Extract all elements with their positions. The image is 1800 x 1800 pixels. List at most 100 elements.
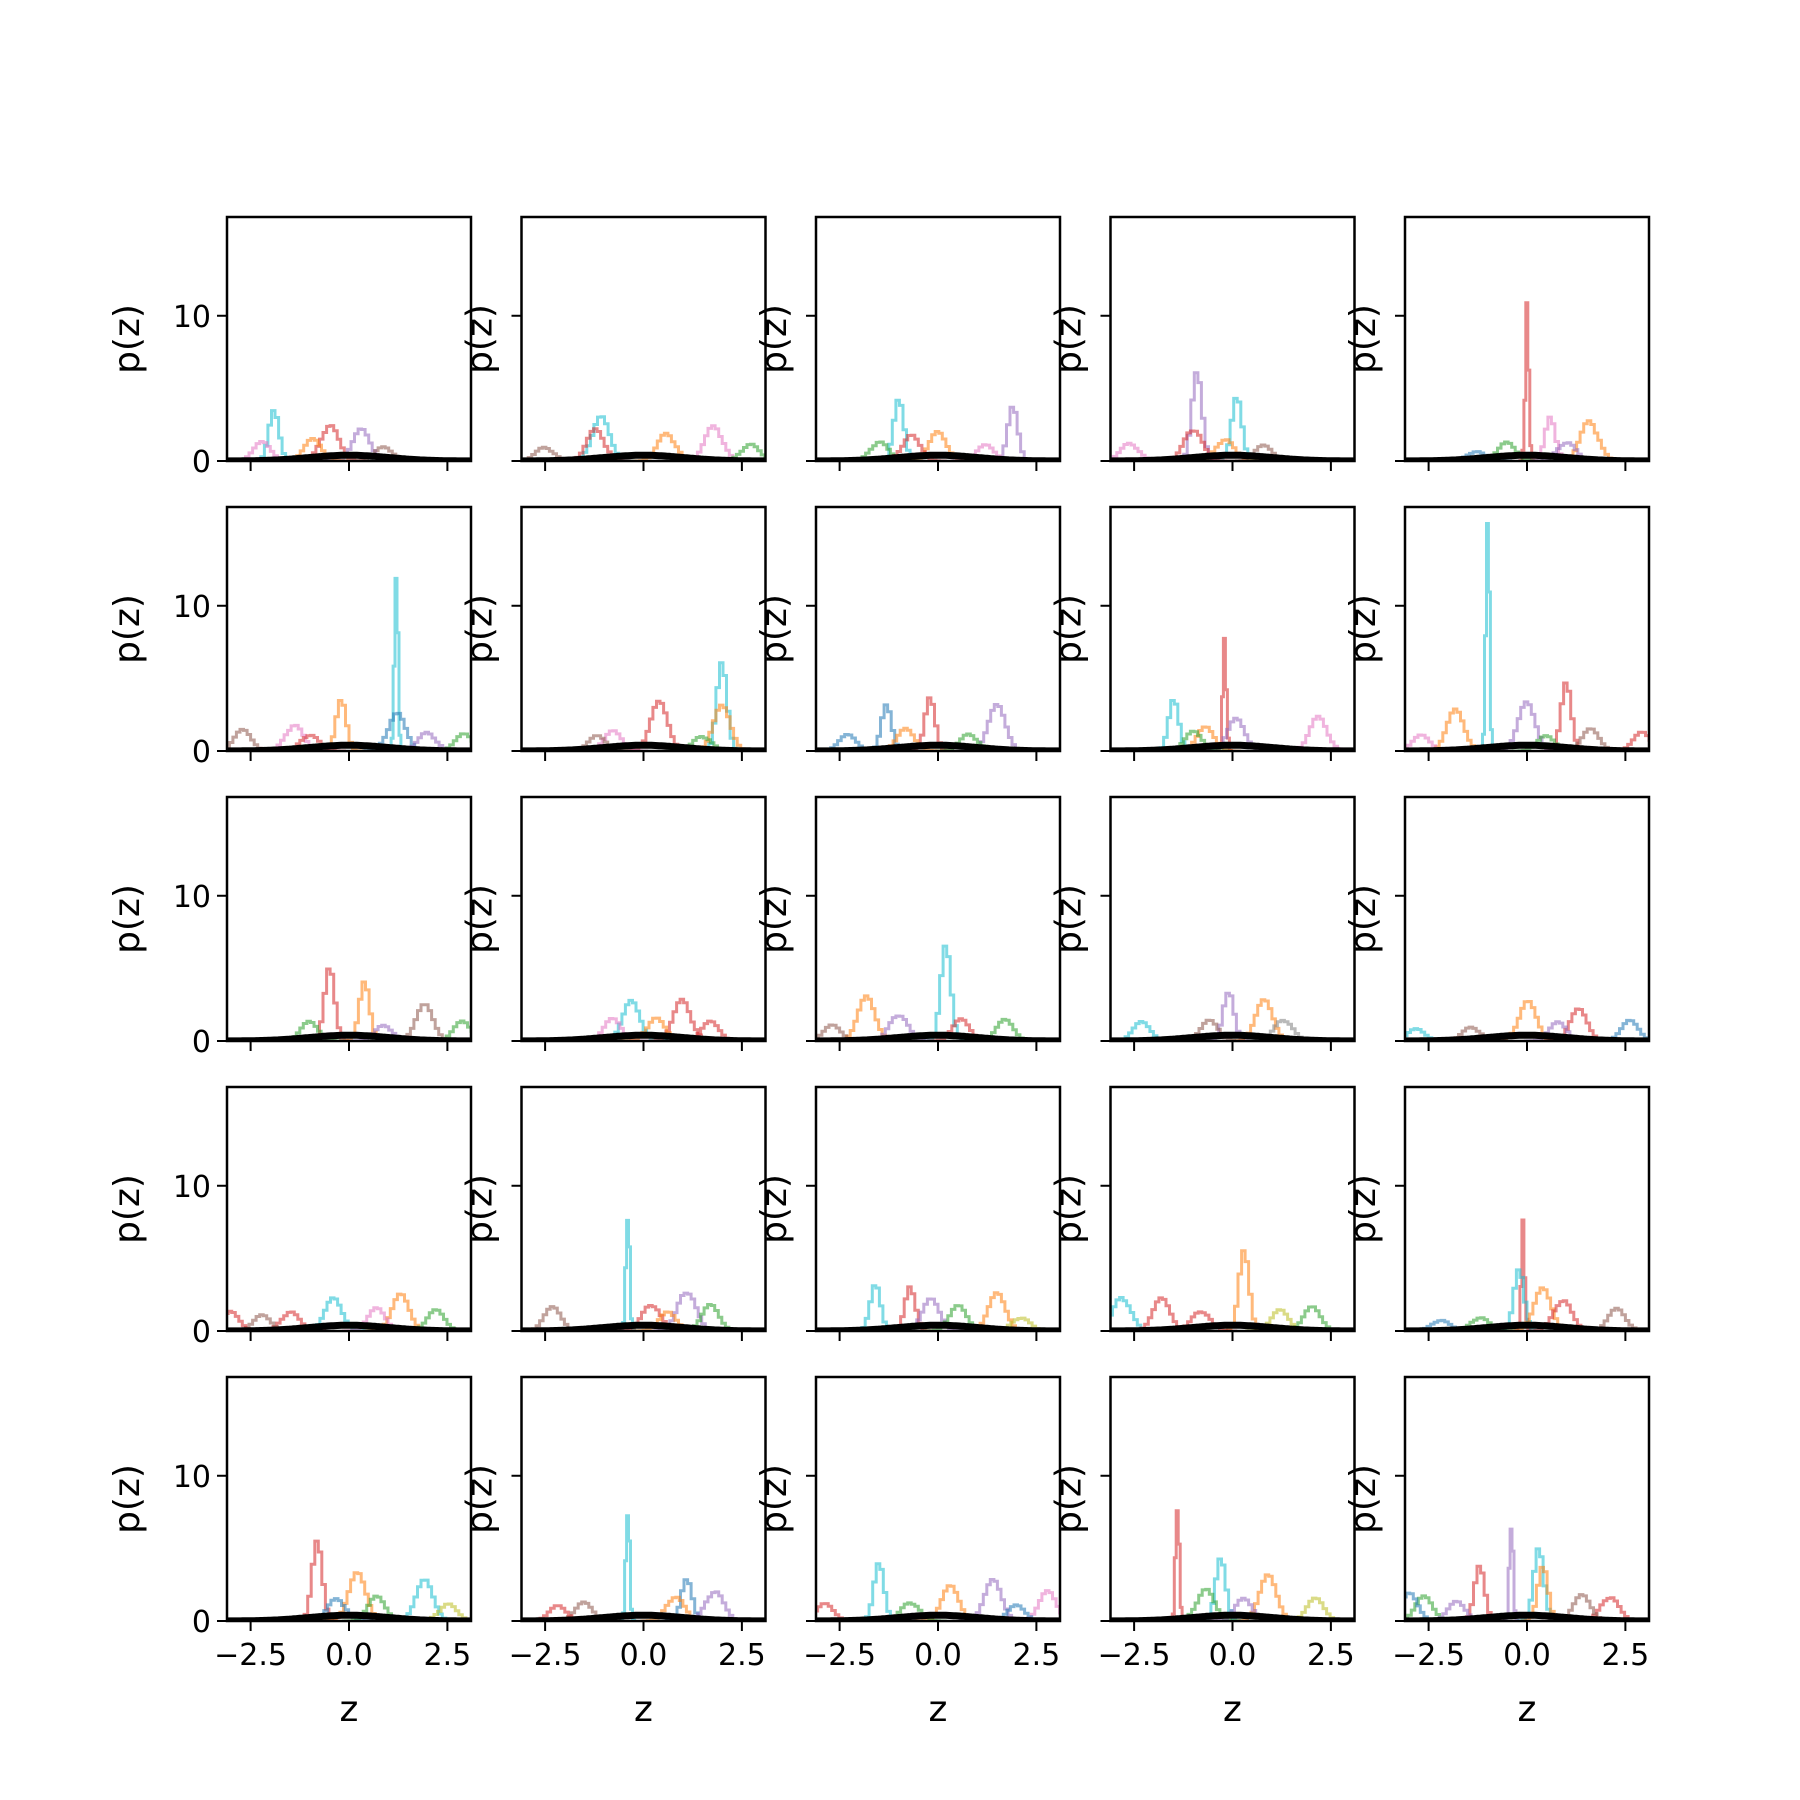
y-axis-label: p(z) — [1049, 594, 1090, 664]
panel-plot-area — [1405, 301, 1649, 461]
panel-background — [227, 1087, 471, 1331]
panel-plot-area — [521, 415, 766, 461]
panel-3-3: p(z) — [1049, 1085, 1356, 1341]
panel-1-3: p(z) — [1049, 505, 1356, 761]
panel-2-3: p(z) — [1049, 795, 1356, 1051]
panel-plot-area — [816, 398, 1060, 461]
y-axis-label: p(z) — [460, 1464, 501, 1534]
panel-3-2: p(z) — [754, 1085, 1062, 1341]
x-tick-label: 0.0 — [325, 1638, 373, 1673]
y-tick-label: 0 — [192, 1605, 211, 1640]
x-tick-label: 0.0 — [914, 1638, 962, 1673]
panel-frame — [1109, 215, 1356, 463]
x-tick-label: −2.5 — [509, 1638, 582, 1673]
panel-2-2: p(z) — [754, 795, 1062, 1051]
panel-background — [1110, 1377, 1355, 1621]
y-axis-label: p(z) — [1343, 884, 1384, 954]
histogram-series-0 — [1518, 301, 1536, 461]
x-tick-label: −2.5 — [1098, 1638, 1171, 1673]
panel-background — [227, 797, 471, 1041]
y-axis-label: p(z) — [107, 884, 148, 954]
y-axis-label: p(z) — [460, 884, 501, 954]
panel-frame — [814, 215, 1062, 463]
panel-3-1: p(z) — [460, 1085, 767, 1341]
y-axis-label: p(z) — [1049, 304, 1090, 374]
y-tick-label: 10 — [173, 880, 211, 915]
x-tick-label: 2.5 — [718, 1638, 766, 1673]
panel-4-2: −2.5 0.0 2.5 p(z) — [754, 1375, 1062, 1673]
y-tick-label: 10 — [173, 590, 211, 625]
x-tick-label: 0.0 — [1503, 1638, 1551, 1673]
panel-1-0: 0 10 p(z) — [107, 505, 473, 770]
x-tick-label: 0.0 — [620, 1638, 668, 1673]
x-tick-label: 0.0 — [1209, 1638, 1257, 1673]
x-axis-label: z — [1518, 1689, 1537, 1730]
panel-frame — [225, 215, 473, 463]
panel-2-4: p(z) — [1343, 795, 1651, 1051]
panel-background — [1405, 797, 1649, 1041]
y-axis-label: p(z) — [1049, 1174, 1090, 1244]
panel-0-1: p(z) — [460, 215, 767, 471]
panel-1-4: p(z) — [1343, 505, 1651, 761]
y-tick-label: 0 — [192, 1315, 211, 1350]
histogram-series-1 — [990, 405, 1035, 461]
x-axis-label: z — [634, 1689, 653, 1730]
panel-plot-area — [1110, 371, 1355, 461]
y-axis-label: p(z) — [754, 1174, 795, 1244]
panel-background — [227, 507, 471, 751]
x-tick-label: 2.5 — [1602, 1638, 1650, 1673]
y-tick-label: 10 — [173, 1170, 211, 1205]
y-axis-label: p(z) — [460, 1174, 501, 1244]
y-axis-label: p(z) — [107, 1174, 148, 1244]
panel-background — [1110, 1087, 1355, 1331]
panel-1-2: p(z) — [754, 505, 1062, 761]
y-axis-label: p(z) — [1343, 1464, 1384, 1534]
x-axis-label: z — [340, 1689, 359, 1730]
panel-background — [227, 1377, 471, 1621]
panel-background — [521, 797, 766, 1041]
panel-1-1: p(z) — [460, 505, 767, 761]
panel-0-4: p(z) — [1343, 215, 1651, 471]
panel-background — [1110, 507, 1355, 751]
panel-0-3: p(z) — [1049, 215, 1356, 471]
y-axis-label: p(z) — [107, 594, 148, 664]
panel-background — [521, 1087, 766, 1331]
y-axis-label: p(z) — [107, 1464, 148, 1534]
y-axis-label: p(z) — [1343, 1174, 1384, 1244]
x-tick-label: −2.5 — [803, 1638, 876, 1673]
panel-3-0: 0 10 p(z) — [107, 1085, 473, 1350]
panel-4-4: −2.5 0.0 2.5 p(z) — [1343, 1375, 1651, 1673]
panel-plot-area — [227, 409, 471, 461]
x-tick-label: −2.5 — [214, 1638, 287, 1673]
y-axis-label: p(z) — [1049, 1464, 1090, 1534]
y-axis-label: p(z) — [1049, 884, 1090, 954]
panel-background — [1405, 1377, 1649, 1621]
panel-4-0: −2.5 0.0 2.5 0 10 p(z) — [107, 1375, 473, 1673]
y-axis-label: p(z) — [754, 1464, 795, 1534]
y-tick-label: 10 — [173, 300, 211, 335]
panel-background — [816, 507, 1060, 751]
y-axis-label: p(z) — [1343, 594, 1384, 664]
panel-background — [816, 1087, 1060, 1331]
panel-0-2: p(z) — [754, 215, 1062, 471]
y-tick-label: 0 — [192, 445, 211, 480]
y-axis-label: p(z) — [107, 304, 148, 374]
panel-2-0: 0 10 p(z) — [107, 795, 473, 1060]
panel-0-0: 0 10 p(z) — [107, 215, 473, 480]
y-tick-label: 0 — [192, 1025, 211, 1060]
y-axis-label: p(z) — [754, 304, 795, 374]
y-axis-label: p(z) — [754, 594, 795, 664]
panel-4-1: −2.5 0.0 2.5 p(z) — [460, 1375, 767, 1673]
panel-3-4: p(z) — [1343, 1085, 1651, 1341]
y-axis-label: p(z) — [460, 594, 501, 664]
panel-background — [521, 1377, 766, 1621]
panel-frame — [520, 215, 767, 463]
panel-background — [1405, 507, 1649, 751]
x-axis-label: z — [929, 1689, 948, 1730]
x-tick-label: 2.5 — [1307, 1638, 1355, 1673]
panel-background — [816, 797, 1060, 1041]
y-axis-label: p(z) — [754, 884, 795, 954]
y-tick-label: 10 — [173, 1460, 211, 1495]
y-tick-label: 0 — [192, 735, 211, 770]
